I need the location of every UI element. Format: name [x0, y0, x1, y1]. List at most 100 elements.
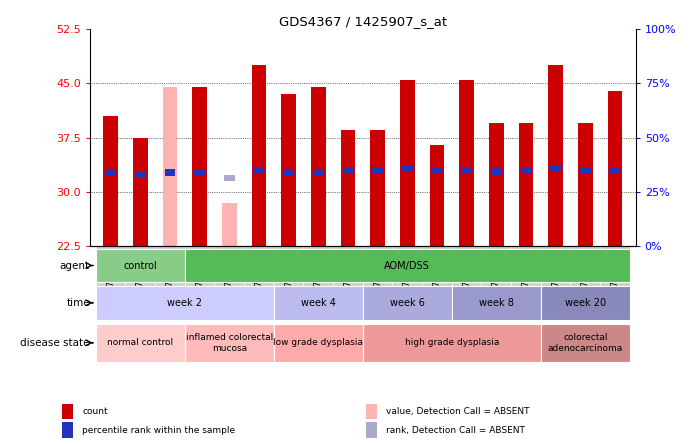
Text: GSM770092: GSM770092	[106, 253, 115, 305]
FancyBboxPatch shape	[541, 324, 630, 362]
Bar	[103, 116, 118, 246]
Bar	[135, 171, 146, 178]
FancyBboxPatch shape	[511, 246, 541, 312]
Bar	[366, 404, 377, 419]
Bar	[105, 169, 116, 176]
Text: week 8: week 8	[479, 298, 513, 308]
Text: GSM770093: GSM770093	[135, 253, 145, 305]
Bar	[164, 169, 176, 176]
Text: high grade dysplasia: high grade dysplasia	[405, 338, 499, 347]
Text: GSM770106: GSM770106	[522, 253, 531, 305]
Bar	[252, 65, 266, 246]
FancyBboxPatch shape	[274, 286, 363, 320]
FancyBboxPatch shape	[184, 324, 274, 362]
Bar	[372, 167, 383, 174]
Text: inflamed colorectal
mucosa: inflamed colorectal mucosa	[186, 333, 273, 353]
Bar	[578, 123, 593, 246]
Text: GSM770101: GSM770101	[373, 253, 382, 305]
FancyBboxPatch shape	[333, 246, 363, 312]
FancyBboxPatch shape	[363, 286, 452, 320]
FancyBboxPatch shape	[96, 249, 184, 282]
Bar	[518, 123, 533, 246]
Bar	[430, 145, 444, 246]
Bar	[548, 65, 563, 246]
Bar	[400, 79, 415, 246]
FancyBboxPatch shape	[452, 286, 541, 320]
Bar	[283, 169, 294, 176]
Text: count: count	[82, 407, 108, 416]
Text: GSM770100: GSM770100	[343, 253, 352, 305]
Bar	[343, 167, 353, 174]
Bar	[341, 131, 355, 246]
Text: colorectal
adenocarcinoma: colorectal adenocarcinoma	[548, 333, 623, 353]
FancyBboxPatch shape	[571, 246, 600, 312]
FancyBboxPatch shape	[155, 246, 184, 312]
Text: GSM770099: GSM770099	[314, 253, 323, 305]
Text: AOM/DSS: AOM/DSS	[384, 261, 430, 270]
Text: time: time	[66, 298, 90, 308]
Text: GSM770107: GSM770107	[551, 253, 560, 305]
Text: week 2: week 2	[167, 298, 202, 308]
Bar	[133, 138, 148, 246]
Bar	[460, 79, 474, 246]
Bar	[313, 169, 323, 176]
Text: GSM770109: GSM770109	[610, 253, 619, 305]
Bar	[62, 423, 73, 438]
Title: GDS4367 / 1425907_s_at: GDS4367 / 1425907_s_at	[278, 15, 447, 28]
Bar	[254, 167, 264, 174]
Text: normal control: normal control	[107, 338, 173, 347]
Bar	[370, 131, 385, 246]
Bar	[281, 94, 296, 246]
Bar	[607, 91, 623, 246]
FancyBboxPatch shape	[184, 246, 214, 312]
FancyBboxPatch shape	[274, 246, 303, 312]
Text: control: control	[124, 261, 157, 270]
FancyBboxPatch shape	[303, 246, 333, 312]
FancyBboxPatch shape	[363, 246, 392, 312]
Text: GSM770095: GSM770095	[195, 253, 204, 305]
Text: agent: agent	[59, 261, 90, 270]
Bar	[192, 87, 207, 246]
Bar	[62, 404, 73, 419]
FancyBboxPatch shape	[126, 246, 155, 312]
FancyBboxPatch shape	[600, 246, 630, 312]
Bar	[550, 165, 561, 171]
Bar	[402, 165, 413, 171]
FancyBboxPatch shape	[274, 324, 363, 362]
Bar	[580, 167, 591, 174]
Text: GSM770098: GSM770098	[284, 253, 293, 305]
Text: GSM770104: GSM770104	[462, 253, 471, 305]
FancyBboxPatch shape	[541, 246, 571, 312]
FancyBboxPatch shape	[96, 286, 274, 320]
Text: GSM770102: GSM770102	[403, 253, 412, 305]
Text: week 6: week 6	[390, 298, 425, 308]
Text: week 20: week 20	[565, 298, 606, 308]
FancyBboxPatch shape	[392, 246, 422, 312]
Bar	[432, 167, 442, 174]
FancyBboxPatch shape	[96, 246, 126, 312]
Bar	[162, 87, 178, 246]
Bar	[311, 87, 325, 246]
Bar	[366, 423, 377, 438]
Bar	[194, 169, 205, 176]
Text: week 4: week 4	[301, 298, 336, 308]
Bar	[224, 174, 235, 181]
Text: low grade dysplasia: low grade dysplasia	[273, 338, 363, 347]
FancyBboxPatch shape	[422, 246, 452, 312]
Text: value, Detection Call = ABSENT: value, Detection Call = ABSENT	[386, 407, 530, 416]
Bar	[489, 123, 504, 246]
Text: GSM770108: GSM770108	[580, 253, 590, 305]
FancyBboxPatch shape	[541, 286, 630, 320]
Text: GSM770105: GSM770105	[492, 253, 501, 305]
Bar	[520, 167, 531, 174]
FancyBboxPatch shape	[96, 324, 184, 362]
Bar	[462, 167, 472, 174]
Bar	[222, 203, 237, 246]
Bar	[609, 167, 621, 174]
Text: rank, Detection Call = ABSENT: rank, Detection Call = ABSENT	[386, 426, 525, 435]
Bar	[491, 168, 502, 174]
Text: disease state: disease state	[20, 338, 90, 348]
Text: GSM770097: GSM770097	[254, 253, 263, 305]
Text: GSM770103: GSM770103	[433, 253, 442, 305]
FancyBboxPatch shape	[482, 246, 511, 312]
